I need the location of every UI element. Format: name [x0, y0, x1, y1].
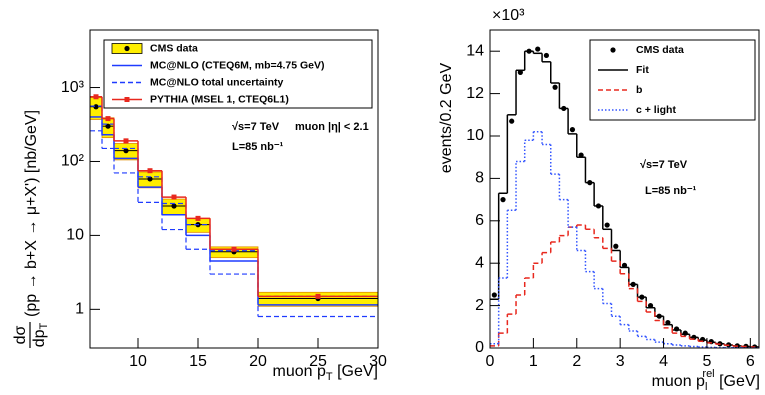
data-point: [500, 197, 506, 203]
frame: [489, 29, 760, 349]
y-tick-label: 10: [466, 127, 484, 144]
data-point: [647, 303, 654, 309]
plot-area: [490, 46, 759, 348]
data-point: [665, 319, 671, 326]
x-tick-label: 1: [529, 353, 538, 370]
annotation: √s=7 TeV: [232, 121, 280, 133]
data-point: [93, 104, 99, 110]
data-point: [543, 52, 550, 59]
annotation: √s=7 TeV: [640, 159, 688, 171]
data-point: [491, 292, 497, 298]
square-marker: [195, 215, 201, 221]
x-label-part: [GeV]: [333, 363, 378, 380]
y-label-sub: T: [38, 322, 50, 329]
y-tick-label: 2: [475, 297, 484, 314]
x-tick-label: 2: [572, 353, 581, 370]
data-point: [673, 326, 680, 332]
legend-label: c + light: [636, 104, 676, 116]
data-point: [517, 69, 523, 75]
data-point: [509, 118, 515, 124]
legend-swatch: [610, 47, 616, 53]
right-x-label: muon plrel [GeV]: [652, 368, 760, 393]
x-tick-label: 25: [309, 353, 327, 370]
y-tick-label: 6: [475, 212, 484, 229]
y-tick-label: 10: [66, 227, 84, 244]
legend-label: Fit: [636, 64, 649, 76]
x-tick-label: 30: [369, 353, 387, 370]
square-marker: [93, 94, 99, 100]
legend-label: CMS data: [636, 44, 684, 56]
data-point: [604, 222, 610, 228]
x-tick-label: 4: [659, 353, 668, 370]
x-tick-label: 5: [702, 353, 711, 370]
square-marker: [315, 293, 321, 299]
y-multiplier: ×10³: [492, 7, 525, 24]
legend-box: [103, 39, 373, 109]
square-marker: [123, 138, 129, 144]
data-point: [578, 152, 584, 158]
y-tick-label: 12: [466, 85, 484, 102]
legend-label: PYTHIA (MSEL 1, CTEQ6L1): [150, 93, 289, 105]
data-point: [123, 148, 129, 154]
data-point: [105, 123, 111, 129]
data-point: [613, 243, 619, 249]
x-tick-label: 0: [486, 353, 495, 370]
y-label-denominator: dpT: [31, 322, 50, 347]
annotation: L=85 nb⁻¹: [645, 185, 697, 197]
y-tick-label: 10²: [61, 153, 85, 170]
y-tick-label: 4: [475, 254, 484, 271]
x-label-part: [GeV]: [715, 373, 760, 390]
x-tick-label: 15: [189, 353, 207, 370]
left-x-label: muon pT [GeV]: [273, 363, 378, 383]
data-point: [621, 262, 628, 268]
data-point: [569, 127, 576, 133]
y-label-part: dp: [31, 329, 48, 347]
x-tick-label: 20: [249, 353, 267, 370]
x-label-part: muon p: [273, 363, 326, 380]
y-tick-label: 10³: [61, 79, 85, 96]
y-tick-label: 14: [466, 42, 484, 59]
data-point: [535, 46, 541, 52]
square-marker: [105, 116, 111, 122]
x-label-part: muon p: [652, 373, 705, 390]
x-label-sup: rel: [702, 368, 714, 380]
legend-label: b: [636, 84, 642, 96]
square-marker: [147, 168, 153, 174]
legend-swatch: [124, 97, 130, 102]
y-tick-label: 0: [475, 339, 484, 356]
x-label-sub: l: [705, 381, 707, 393]
y-tick-label: 1: [75, 301, 84, 318]
frame: [89, 29, 379, 349]
panel: 10 15 20 25 30 1 10 10² 10³ CMS data MC@NLO (CTEQ6…: [61, 29, 387, 370]
y-label-rest: (pp → b+X → μ+X') [nb/GeV]: [23, 110, 40, 317]
data-point: [552, 84, 558, 90]
x-label-sub: T: [326, 371, 333, 383]
x-tick-label: 10: [129, 353, 147, 370]
x-tick-label: 6: [746, 353, 755, 370]
square-marker: [171, 194, 177, 200]
data-point: [682, 330, 688, 336]
left-y-label: dσ dpT (pp → b+X → μ+X') [nb/GeV]: [12, 110, 50, 348]
legend-box: [589, 39, 756, 121]
legend-swatch: [124, 45, 130, 52]
right-y-label: events/0.2 GeV: [438, 63, 455, 174]
data-point: [147, 176, 153, 182]
annotation: muon |η| < 2.1: [295, 121, 369, 133]
legend-label: CMS data: [150, 42, 198, 54]
data-point: [171, 203, 177, 209]
annotation: L=85 nb⁻¹: [232, 141, 284, 153]
square-marker: [231, 246, 237, 252]
legend-label: MC@NLO total uncertainty: [150, 76, 283, 88]
legend-label: MC@NLO (CTEQ6M, mb=4.75 GeV): [150, 59, 324, 71]
y-label-numerator: dσ: [12, 325, 29, 344]
y-tick-label: 8: [475, 170, 484, 187]
x-tick-label: 3: [616, 353, 625, 370]
plot-area: [90, 94, 378, 318]
